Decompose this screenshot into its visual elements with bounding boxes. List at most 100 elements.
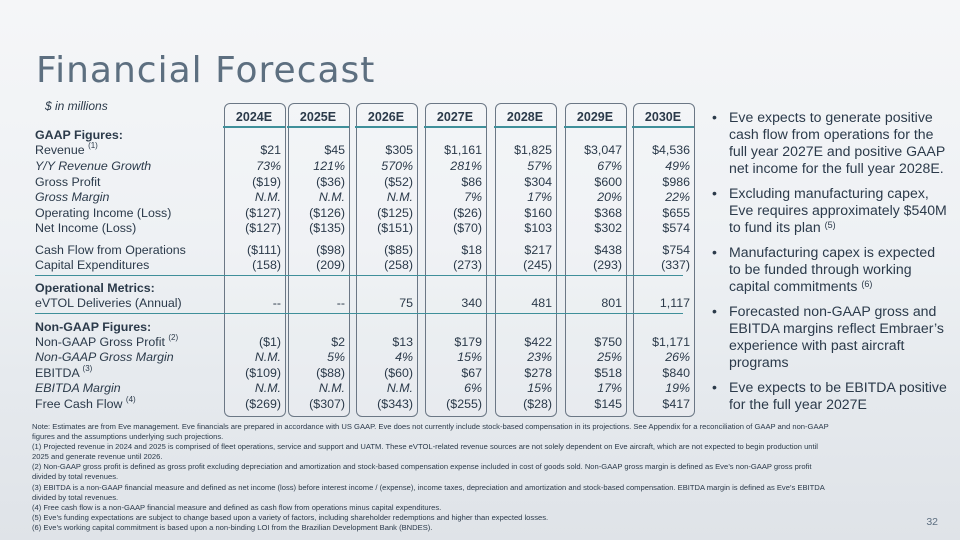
- table-cell: ($151): [377, 221, 413, 235]
- table-cell: ($1): [258, 335, 281, 349]
- table-cell: ($36): [316, 175, 345, 189]
- bullet-text: Eve expects to generate positive cash fl…: [729, 109, 945, 176]
- section-header: Operational Metrics:: [35, 281, 685, 297]
- table-cell: ($126): [309, 206, 345, 220]
- table-cell: ($19): [252, 175, 281, 189]
- table-row: Gross Profit ($19) ($36) ($52) $86 $304 $600 $9…: [35, 175, 690, 191]
- row-label-text: Capital Expenditures: [35, 258, 150, 272]
- table-cell: $518: [594, 366, 622, 380]
- bullet-item: • Forecasted non-GAAP gross and EBITDA ma…: [710, 303, 950, 371]
- table-cell: $305: [385, 143, 413, 157]
- table-row: Y/Y Revenue Growth 73% 121% 570% 281% 57% 67% 4…: [35, 159, 690, 175]
- table-cell: 17%: [597, 381, 622, 395]
- row-label-text: eVTOL Deliveries (Annual): [35, 296, 182, 310]
- row-label: Gross Margin: [35, 190, 109, 204]
- table-row: Net Income (Loss) ($127) ($135) ($151) ($70)…: [35, 221, 690, 237]
- bullet-icon: •: [712, 303, 717, 319]
- header-underline: [632, 126, 694, 128]
- row-label-text: Gross Margin: [35, 190, 110, 204]
- units-label: $ in millions: [45, 99, 108, 113]
- table-cell: 22%: [665, 190, 690, 204]
- table-cell: $18: [461, 243, 482, 257]
- footnote-line: (2) Non-GAAP gross profit is defined as …: [32, 462, 812, 482]
- row-label-text: Non-GAAP Figures:: [35, 320, 152, 334]
- row-label: Gross Profit: [35, 175, 100, 189]
- table-cell: N.M.: [254, 350, 281, 364]
- bullet-text: Forecasted non-GAAP gross and EBITDA mar…: [729, 303, 944, 370]
- row-label-text: Non-GAAP Gross Profit: [35, 335, 165, 349]
- header-underline: [494, 126, 556, 128]
- table-cell: ($26): [453, 206, 482, 220]
- row-label: EBITDA Margin: [35, 381, 121, 395]
- row-label: Y/Y Revenue Growth: [35, 159, 151, 173]
- row-label: Operating Income (Loss): [35, 206, 171, 220]
- footnote-line: (6) Eve’s working capital commitment is …: [32, 522, 433, 532]
- table-cell: 801: [601, 296, 622, 310]
- section-header: GAAP Figures:: [35, 128, 685, 144]
- table-cell: ($85): [384, 243, 413, 257]
- row-label: Non-GAAP Gross Margin: [35, 350, 174, 364]
- table-cell: ($269): [245, 397, 281, 411]
- footnote-ref: (4): [125, 395, 136, 404]
- table-cell: 4%: [395, 350, 413, 364]
- year-column-frame: [633, 103, 695, 417]
- bullet-text: Manufacturing capex is expected to be fu…: [729, 244, 936, 294]
- table-row: Cash Flow from Operations ($111) ($98) ($85…: [35, 243, 690, 259]
- year-column-frame: [495, 103, 557, 417]
- table-cell: 75: [399, 296, 413, 310]
- bullet-item: • Eve expects to generate positive cash f…: [710, 109, 950, 177]
- table-cell: $67: [461, 366, 482, 380]
- table-cell: 15%: [457, 350, 482, 364]
- row-label-text: Non-GAAP Gross Margin: [35, 350, 174, 364]
- table-cell: $2: [331, 335, 345, 349]
- table-row: EBITDA Margin N.M. N.M. N.M. 6% 15% 17% 19%: [35, 381, 690, 397]
- row-label-text: Net Income (Loss): [35, 221, 137, 235]
- table-cell: ($60): [384, 366, 413, 380]
- footnote-ref: (6): [861, 279, 873, 289]
- footnote-ref: (1): [88, 141, 98, 150]
- table-cell: $304: [524, 175, 552, 189]
- table-cell: $417: [662, 397, 690, 411]
- bullet-icon: •: [712, 379, 717, 395]
- row-label: Non-GAAP Gross Profit (2): [35, 333, 178, 349]
- table-cell: 340: [461, 296, 482, 310]
- table-cell: 15%: [527, 381, 552, 395]
- table-cell: N.M.: [386, 190, 413, 204]
- table-cell: (293): [593, 258, 622, 272]
- row-label-text: EBITDA Margin: [35, 381, 121, 395]
- table-cell: ($109): [245, 366, 281, 380]
- table-cell: $3,047: [584, 143, 622, 157]
- row-label: Capital Expenditures: [35, 258, 149, 272]
- row-label-text: Free Cash Flow: [35, 397, 123, 411]
- footnote-ref: (5): [824, 220, 836, 230]
- bullet-icon: •: [712, 185, 717, 201]
- table-cell: $986: [662, 175, 690, 189]
- footnote-line: (1) Projected revenue in 2024 and 2025 i…: [32, 442, 818, 462]
- table-cell: 1,117: [659, 296, 690, 310]
- table-cell: ($52): [384, 175, 413, 189]
- row-label-text: GAAP Figures:: [35, 128, 123, 142]
- table-cell: ($343): [377, 397, 413, 411]
- row-label: Free Cash Flow (4): [35, 395, 136, 411]
- table-row: Free Cash Flow (4) ($269) ($307) ($343) ($25…: [35, 395, 690, 413]
- row-label-text: Revenue: [35, 143, 85, 157]
- footnote-line: (5) Eve’s funding expectations are subje…: [32, 512, 549, 522]
- year-column-frame: [356, 103, 418, 417]
- year-column-frame: [224, 103, 286, 417]
- section-divider: [35, 275, 683, 276]
- table-cell: $1,171: [652, 335, 690, 349]
- table-cell: (273): [453, 258, 482, 272]
- year-column-header: 2026E: [367, 110, 405, 124]
- table-cell: 25%: [597, 350, 622, 364]
- table-cell: N.M.: [318, 381, 345, 395]
- footnote-line: Note: Estimates are from Eve management.…: [32, 422, 829, 442]
- table-cell: 17%: [527, 190, 552, 204]
- row-label: Operational Metrics:: [35, 281, 155, 295]
- year-column-header: 2029E: [576, 110, 614, 124]
- table-cell: $600: [594, 175, 622, 189]
- row-label: Non-GAAP Figures:: [35, 320, 151, 334]
- table-cell: N.M.: [254, 381, 281, 395]
- table-cell: 481: [531, 296, 552, 310]
- header-underline: [355, 126, 417, 128]
- table-row: Capital Expenditures (158) (209) (258) (273)…: [35, 258, 690, 274]
